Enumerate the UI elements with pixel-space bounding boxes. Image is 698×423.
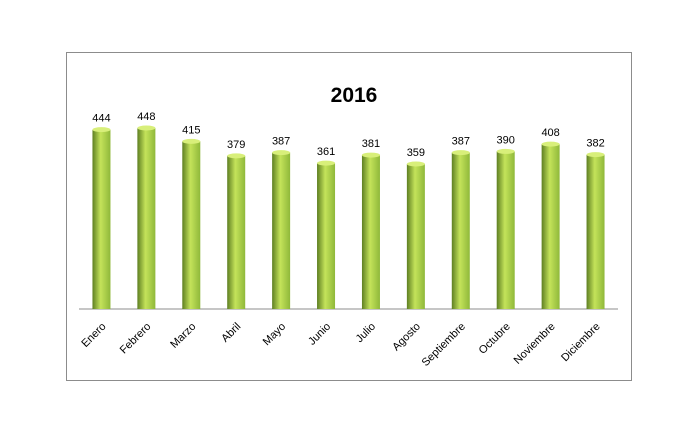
data-label-febrero: 448 xyxy=(137,111,155,123)
tick-label-noviembre: Noviembre xyxy=(512,321,558,367)
bar-febrero xyxy=(137,128,156,309)
tick-label-enero: Enero xyxy=(79,321,108,350)
data-label-diciembre: 382 xyxy=(586,138,604,150)
tick-label-junio: Junio xyxy=(306,321,333,348)
bar-cap-mayo xyxy=(272,150,291,156)
tick-label-febrero: Febrero xyxy=(118,321,154,357)
bar-septiembre xyxy=(451,152,470,309)
data-label-junio: 361 xyxy=(317,146,335,158)
bar-cap-septiembre xyxy=(451,150,470,156)
bar-cap-diciembre xyxy=(586,152,605,158)
bar-abril xyxy=(227,155,246,309)
tick-label-diciembre: Diciembre xyxy=(559,321,602,364)
data-labels-group: 444 448 415 379 387 361 381 359 387 390 408 382 xyxy=(92,111,604,159)
tick-label-abril: Abril xyxy=(219,321,243,345)
tick-label-marzo: Marzo xyxy=(168,321,198,351)
data-label-julio: 381 xyxy=(362,138,380,150)
chart-title: 2016 xyxy=(331,84,378,107)
data-label-enero: 444 xyxy=(92,113,110,125)
tick-label-mayo: Mayo xyxy=(261,321,289,349)
chart-frame xyxy=(66,52,632,381)
bar-cap-febrero xyxy=(137,125,156,131)
bar-cap-octubre xyxy=(496,148,515,154)
tick-label-agosto: Agosto xyxy=(390,321,423,354)
bar-cap-junio xyxy=(317,160,336,166)
bar-julio xyxy=(361,155,380,309)
tick-label-septiembre: Septiembre xyxy=(420,321,468,369)
bar-cap-enero xyxy=(92,127,111,133)
bar-cap-noviembre xyxy=(541,141,560,147)
tick-label-octubre: Octubre xyxy=(477,321,513,357)
data-label-noviembre: 408 xyxy=(541,127,559,139)
bar-agosto xyxy=(406,163,425,309)
bar-cap-marzo xyxy=(182,138,201,144)
bar-diciembre xyxy=(586,154,605,309)
data-label-abril: 379 xyxy=(227,139,245,151)
data-label-marzo: 415 xyxy=(182,124,200,136)
data-label-mayo: 387 xyxy=(272,136,290,148)
data-label-septiembre: 387 xyxy=(452,136,470,148)
bar-junio xyxy=(317,163,336,309)
bar-enero xyxy=(92,129,111,309)
data-label-octubre: 390 xyxy=(497,134,515,146)
tick-labels-group: Enero Febrero Marzo Abril Mayo Junio Julio Agos… xyxy=(79,321,602,369)
bar-marzo xyxy=(182,141,201,309)
tick-label-julio: Julio xyxy=(354,321,378,345)
bar-mayo xyxy=(272,152,291,309)
bar-noviembre xyxy=(541,144,560,309)
bar-cap-agosto xyxy=(406,161,425,167)
bar-cap-julio xyxy=(361,152,380,158)
data-label-agosto: 359 xyxy=(407,147,425,159)
bar-cap-abril xyxy=(227,153,246,159)
bar-octubre xyxy=(496,151,515,309)
bars-group xyxy=(92,125,605,309)
